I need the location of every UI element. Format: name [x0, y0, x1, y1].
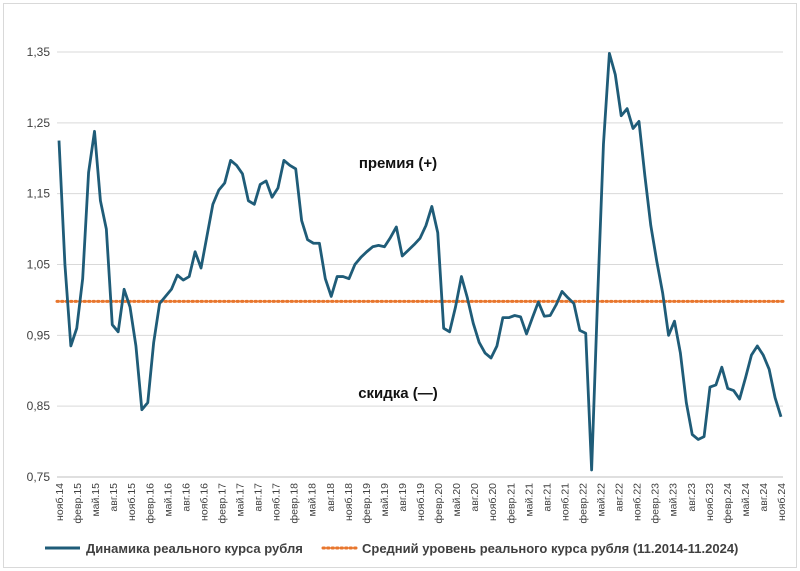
x-tick-label: авг.19	[397, 483, 409, 512]
x-tick-label: февр.18	[289, 483, 301, 524]
x-tick-label: февр.19	[361, 483, 373, 524]
x-tick-label: февр.21	[505, 483, 517, 524]
x-tick-label: май.23	[668, 483, 680, 517]
x-tick-label: авг.23	[686, 483, 698, 512]
x-tick-label: нояб.21	[559, 483, 571, 521]
x-tick-label: февр.20	[433, 483, 445, 524]
x-tick-label: май.22	[596, 483, 608, 517]
x-tick-label: нояб.20	[487, 483, 499, 521]
legend-label-average: Средний уровень реального курса рубля (1…	[362, 541, 738, 556]
legend-label-real-rate: Динамика реального курса рубля	[86, 541, 303, 556]
x-tick-label: авг.20	[469, 483, 481, 512]
x-tick-label: февр.22	[578, 483, 590, 524]
y-tick-label: 1,25	[27, 116, 51, 130]
x-tick-label: май.19	[379, 483, 391, 517]
x-tick-label: февр.15	[72, 483, 84, 524]
x-axis-ticks: нояб.14 февр.15 май.15 авг.15 нояб.15 февр.16…	[54, 483, 788, 524]
series-line-real-rate	[57, 52, 783, 472]
x-tick-label: нояб.16	[198, 483, 210, 521]
y-tick-label: 0,75	[27, 470, 51, 484]
x-tick-label: май.16	[162, 483, 174, 517]
x-tick-label: нояб.18	[343, 483, 355, 521]
x-tick-label: авг.24	[758, 483, 770, 512]
x-tick-label: авг.21	[541, 483, 553, 512]
x-tick-label: май.20	[451, 483, 463, 517]
y-tick-label: 0,95	[27, 328, 51, 342]
x-tick-label: нояб.19	[415, 483, 427, 521]
x-tick-label: нояб.14	[54, 483, 66, 521]
x-tick-label: февр.24	[722, 483, 734, 524]
x-tick-label: май.15	[90, 483, 102, 517]
x-tick-label: нояб.24	[776, 483, 788, 521]
x-tick-label: май.18	[307, 483, 319, 517]
x-tick-label: февр.16	[144, 483, 156, 524]
x-tick-label: авг.17	[253, 483, 265, 512]
annotation-discount: скидка (—)	[358, 385, 438, 402]
x-tick-label: февр.23	[650, 483, 662, 524]
x-tick-label: нояб.22	[632, 483, 644, 521]
x-tick-label: нояб.17	[271, 483, 283, 521]
x-tick-label: май.21	[523, 483, 535, 517]
y-tick-label: 0,85	[27, 399, 51, 413]
x-tick-label: февр.17	[216, 483, 228, 524]
grid-lines	[57, 51, 783, 478]
x-tick-label: авг.15	[108, 483, 120, 512]
x-tick-label: нояб.23	[704, 483, 716, 521]
legend: Динамика реального курса рубля Средний у…	[45, 541, 738, 556]
x-tick-label: нояб.15	[126, 483, 138, 521]
x-tick-label: авг.16	[180, 483, 192, 512]
y-axis-ticks: 0,75 0,85 0,95 1,05 1,15 1,25 1,35	[27, 45, 51, 484]
y-tick-label: 1,35	[27, 45, 51, 59]
y-tick-label: 1,05	[27, 258, 51, 272]
x-tick-label: май.24	[740, 483, 752, 517]
y-tick-label: 1,15	[27, 187, 51, 201]
real-rate-line	[57, 52, 783, 472]
x-tick-label: май.17	[235, 483, 247, 517]
annotation-premium: премия (+)	[359, 155, 437, 172]
x-tick-label: авг.22	[614, 483, 626, 512]
x-tick-label: авг.18	[325, 483, 337, 512]
chart-frame	[3, 3, 797, 568]
